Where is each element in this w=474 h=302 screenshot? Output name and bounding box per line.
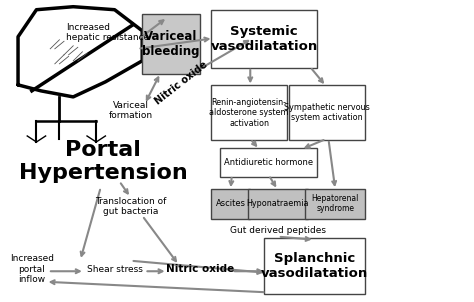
Text: Hyponatraemia: Hyponatraemia	[246, 199, 309, 208]
FancyBboxPatch shape	[248, 188, 308, 219]
FancyBboxPatch shape	[211, 10, 317, 68]
Text: Shear stress: Shear stress	[87, 265, 143, 274]
Text: Renin-angiotensin-
aldosterone system
activation: Renin-angiotensin- aldosterone system ac…	[210, 98, 289, 127]
FancyBboxPatch shape	[289, 85, 365, 140]
Text: Variceal
formation: Variceal formation	[109, 101, 153, 120]
Text: Hepatorenal
syndrome: Hepatorenal syndrome	[312, 194, 359, 213]
Text: Gut derived peptides: Gut derived peptides	[230, 226, 326, 235]
Text: Increased
hepatic resistance: Increased hepatic resistance	[66, 23, 150, 42]
Text: Translocation of
gut bacteria: Translocation of gut bacteria	[95, 197, 166, 216]
Text: Nitric oxide: Nitric oxide	[165, 264, 234, 274]
FancyBboxPatch shape	[220, 148, 317, 177]
Text: Antidiuretic hormone: Antidiuretic hormone	[224, 158, 313, 167]
FancyBboxPatch shape	[305, 188, 365, 219]
FancyBboxPatch shape	[142, 14, 200, 74]
Text: Increased
portal
inflow: Increased portal inflow	[10, 254, 54, 284]
Text: Ascites: Ascites	[216, 199, 246, 208]
FancyBboxPatch shape	[264, 238, 365, 294]
Text: Variceal
bleeding: Variceal bleeding	[142, 30, 200, 58]
FancyBboxPatch shape	[211, 85, 287, 140]
Text: Nitric oxide: Nitric oxide	[153, 60, 210, 107]
FancyBboxPatch shape	[211, 188, 250, 219]
Text: Splanchnic
vasodilatation: Splanchnic vasodilatation	[261, 252, 368, 280]
Text: Portal
Hypertension: Portal Hypertension	[19, 140, 188, 183]
Text: Systemic
vasodilatation: Systemic vasodilatation	[210, 25, 318, 53]
Text: Sympathetic nervous
system activation: Sympathetic nervous system activation	[284, 103, 370, 122]
